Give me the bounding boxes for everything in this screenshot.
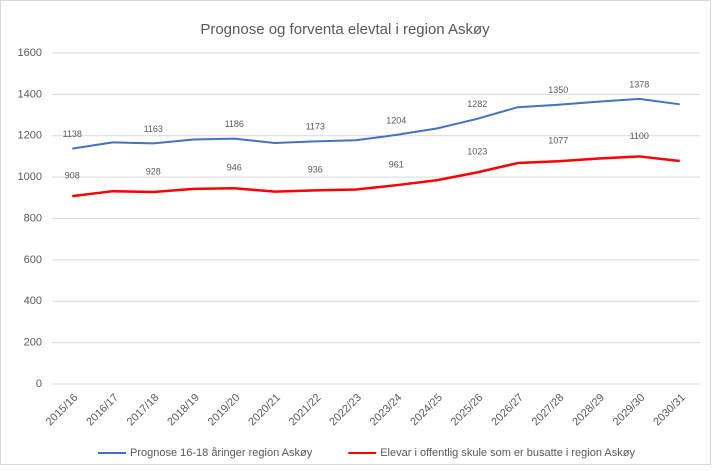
data-label: 1173 xyxy=(306,122,325,132)
y-tick-label: 1600 xyxy=(18,47,42,59)
data-label: 1350 xyxy=(548,85,568,95)
y-tick-label: 600 xyxy=(24,254,42,266)
y-tick-label: 1400 xyxy=(18,88,42,100)
data-label: 1023 xyxy=(467,147,487,157)
data-label: 1138 xyxy=(63,129,82,139)
y-tick-label: 1000 xyxy=(18,171,42,183)
y-tick-label: 1200 xyxy=(18,130,42,142)
chart-title: Prognose og forventa elevtal i region As… xyxy=(200,21,490,38)
legend-label: Prognose 16-18 åringer region Askøy xyxy=(130,447,313,459)
data-label: 1186 xyxy=(225,119,244,129)
data-label: 1282 xyxy=(467,99,487,109)
legend-label: Elevar i offentlig skule som er busatte … xyxy=(380,447,635,459)
y-tick-label: 200 xyxy=(24,337,42,349)
y-tick-label: 400 xyxy=(24,295,42,307)
series-line xyxy=(72,155,680,198)
data-label: 946 xyxy=(227,163,242,173)
data-label: 1163 xyxy=(144,124,163,134)
data-label: 928 xyxy=(146,166,161,176)
y-tick-label: 800 xyxy=(24,212,42,224)
data-label: 1204 xyxy=(386,115,406,125)
data-label: 1378 xyxy=(629,79,649,89)
data-label: 908 xyxy=(65,171,80,181)
data-label: 961 xyxy=(389,160,404,170)
data-label: 1077 xyxy=(548,136,568,146)
data-label: 1100 xyxy=(630,131,649,141)
data-label: 936 xyxy=(308,165,323,175)
series-line xyxy=(72,97,680,150)
y-tick-label: 0 xyxy=(36,378,42,390)
